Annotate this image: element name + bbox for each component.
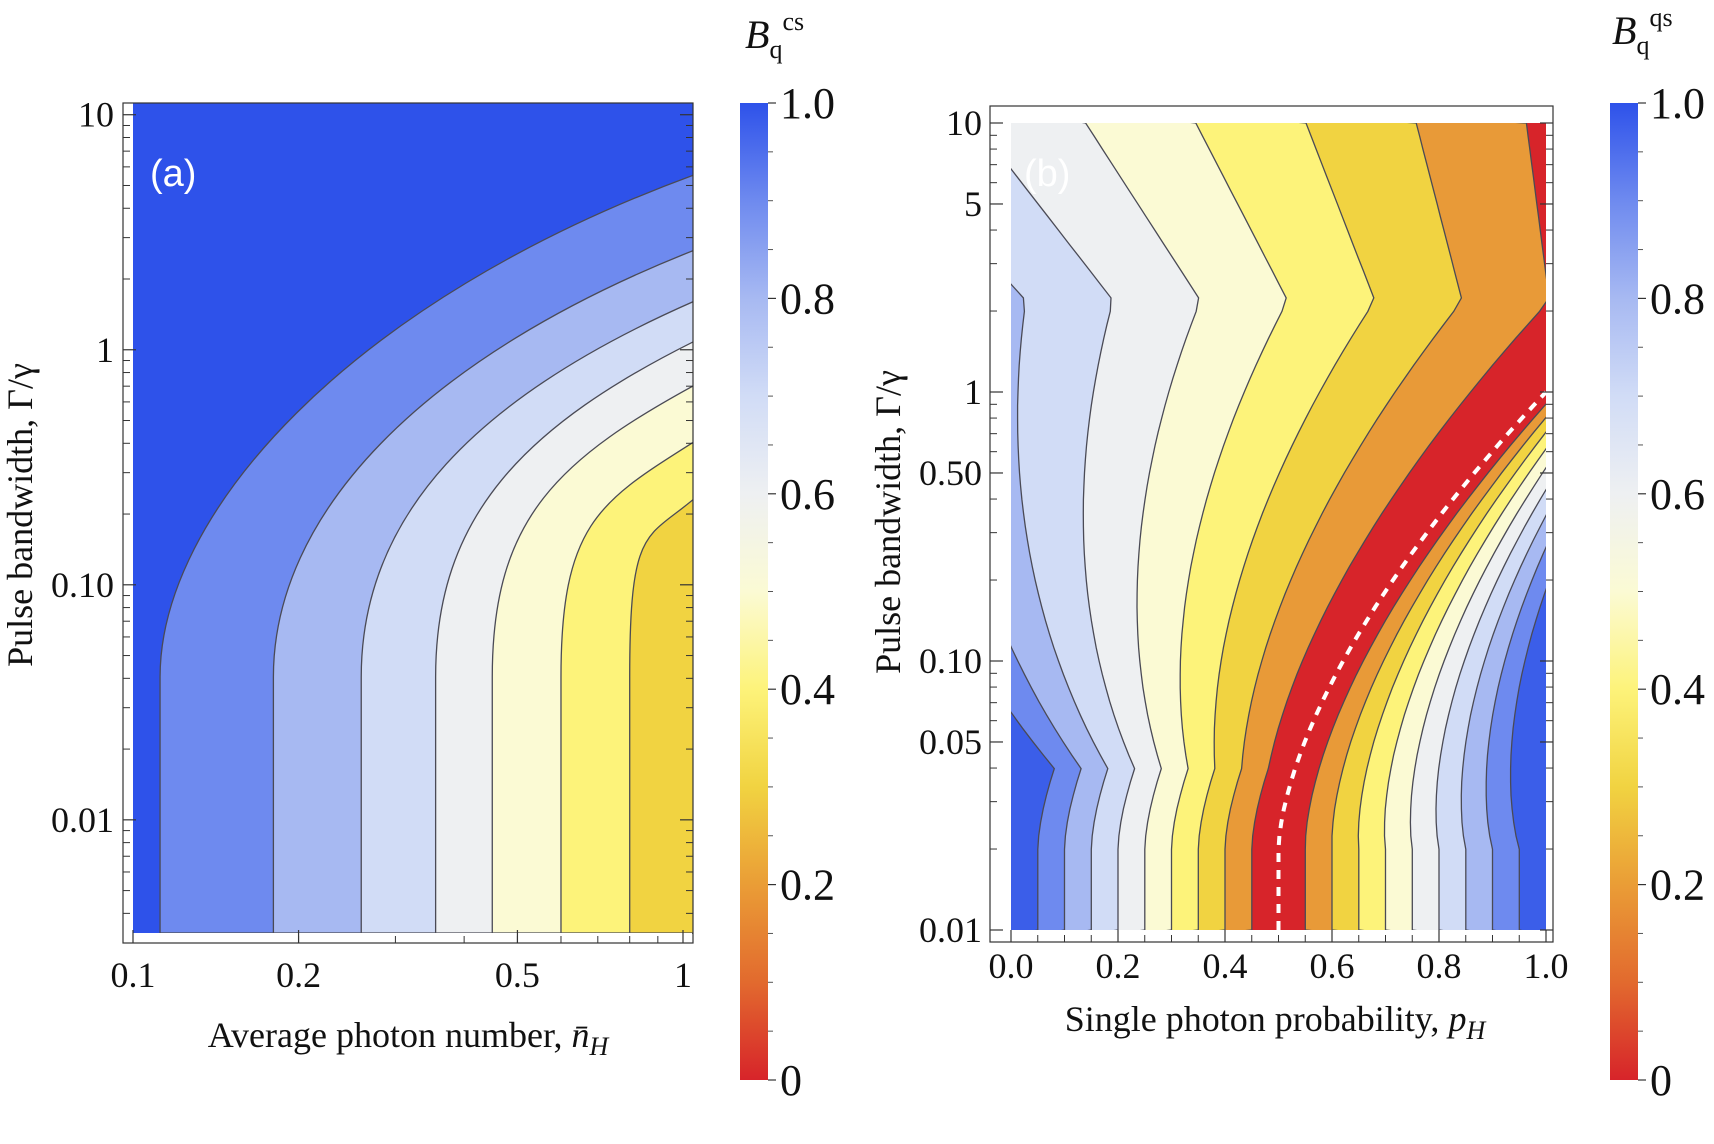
colorbar-b-ticks: 0 0.2 0.4 0.6 0.8 1.0 [1638, 79, 1705, 1105]
x-tick-label: 1.0 [1524, 946, 1569, 986]
x-tick-label: 0.0 [989, 946, 1034, 986]
y-tick-label: 0.50 [919, 453, 982, 493]
colorbar-a: 0 0.2 0.4 0.6 0.8 1.0 Bqcs [740, 7, 835, 1105]
x-tick-label: 0.2 [1096, 946, 1141, 986]
colorbar-tick-label: 0.2 [1650, 861, 1705, 910]
x-tick-label: 0.4 [1203, 946, 1248, 986]
panel-a-label: (a) [150, 153, 196, 195]
x-tick-label: 0.8 [1417, 946, 1462, 986]
panel-b-label: (b) [1024, 153, 1070, 195]
colorbar-tick-label: 0.6 [1650, 470, 1705, 519]
plot-margin [133, 933, 692, 942]
colorbar-tick-label: 0.4 [1650, 665, 1705, 714]
colorbar-tick-label: 0.2 [780, 861, 835, 910]
colorbar-tick-label: 0.8 [1650, 274, 1705, 323]
x-tick-label: 1 [674, 955, 692, 995]
panel-b: 0.0 0.2 0.4 0.6 0.8 1.0 0.01 0.05 0.10 0.50 1 5 10 (… [868, 103, 1569, 1045]
y-tick-label: 0.05 [919, 722, 982, 762]
y-tick-label: 1 [96, 330, 114, 370]
panel-b-contours [1011, 123, 1546, 930]
x-tick-label: 0.1 [111, 955, 156, 995]
panel-b-ticks: 0.0 0.2 0.4 0.6 0.8 1.0 0.01 0.05 0.10 0.50 1 5 10 [919, 103, 1569, 986]
contour-band [1509, 587, 1546, 930]
panel-b-xlabel: Single photon probability, pH [1065, 999, 1487, 1045]
y-tick-label: 1 [964, 372, 982, 412]
colorbar-a-ticks: 0 0.2 0.4 0.6 0.8 1.0 [768, 79, 835, 1105]
colorbar-tick-label: 0.6 [780, 470, 835, 519]
panel-b-frame [989, 105, 1554, 943]
y-tick-label: 10 [78, 95, 114, 135]
colorbar-tick-label: 0.8 [780, 274, 835, 323]
contour-band [1011, 711, 1056, 930]
colorbar-tick-label: 0 [1650, 1056, 1672, 1105]
colorbar-tick-label: 1.0 [780, 79, 835, 128]
panel-a-xlabel: Average photon number, n̄H [208, 1015, 610, 1061]
panel-a-ticks: 0.1 0.2 0.5 1 0.01 0.10 1 10 [51, 95, 693, 995]
colorbar-tick-label: 1.0 [1650, 79, 1705, 128]
x-tick-label: 0.5 [495, 955, 540, 995]
y-tick-label: 5 [964, 184, 982, 224]
y-tick-label: 0.01 [51, 800, 114, 840]
contour-band [629, 498, 693, 934]
panel-b-ylabel: Pulse bandwidth, Γ/γ [868, 370, 908, 674]
colorbar-b-title: Bqqs [1612, 3, 1673, 60]
panel-a-ylabel: Pulse bandwidth, Γ/γ [0, 363, 40, 667]
panel-b-minimum-curve [1276, 390, 1546, 930]
y-tick-label: 0.01 [919, 910, 982, 950]
colorbar-a-gradient [740, 103, 768, 1080]
y-tick-label: 0.10 [51, 565, 114, 605]
x-tick-label: 0.6 [1310, 946, 1355, 986]
y-tick-label: 10 [946, 103, 982, 143]
colorbar-b: 0 0.2 0.4 0.6 0.8 1.0 Bqqs [1610, 3, 1705, 1105]
panel-a-frame [122, 102, 694, 944]
colorbar-a-title: Bqcs [745, 7, 804, 64]
x-tick-label: 0.2 [276, 955, 321, 995]
panel-a: 0.1 0.2 0.5 1 0.01 0.10 1 10 (a) Average photon… [0, 95, 694, 1061]
y-tick-label: 0.10 [919, 641, 982, 681]
colorbar-tick-label: 0.4 [780, 665, 835, 714]
colorbar-tick-label: 0 [780, 1056, 802, 1105]
colorbar-b-gradient [1610, 103, 1638, 1080]
panel-a-contours [133, 103, 693, 942]
